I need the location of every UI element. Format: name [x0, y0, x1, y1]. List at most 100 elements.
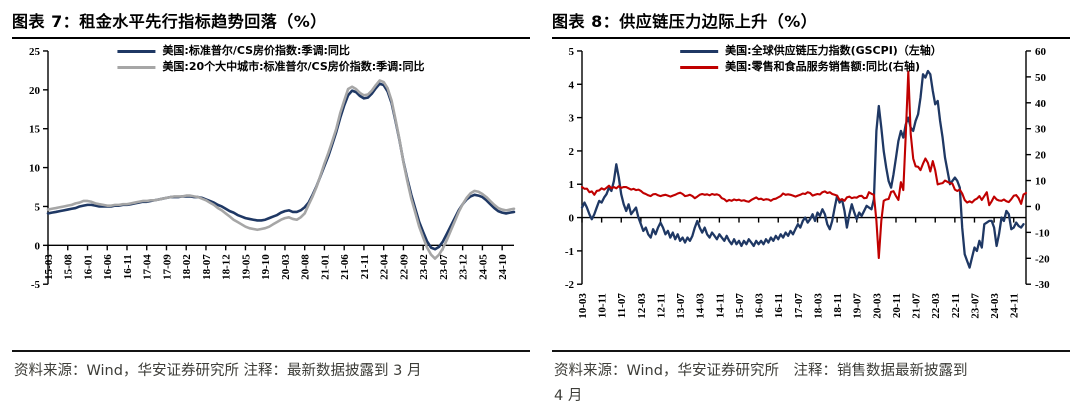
svg-text:10: 10: [29, 163, 41, 175]
svg-text:23-07: 23-07: [438, 254, 450, 280]
svg-text:17-09: 17-09: [161, 254, 173, 280]
figure8-chart-area: 美国:全球供应链压力指数(GSCPI)（左轴） 美国:零售和食品服务销售额:同比…: [552, 39, 1070, 350]
svg-text:15: 15: [29, 124, 41, 136]
svg-text:10-03: 10-03: [577, 293, 589, 319]
svg-text:20-08: 20-08: [300, 254, 312, 280]
svg-text:15-03: 15-03: [43, 254, 55, 280]
figure8-footer-rule: [552, 350, 1070, 352]
legend-item: 美国:全球供应链压力指数(GSCPI)（左轴）: [680, 43, 942, 59]
figure7-chart-area: 美国:标准普尔/CS房价指数:季调:同比 美国:20个大中城市:标准普尔/CS房…: [12, 39, 530, 350]
legend-label: 美国:零售和食品服务销售额:同比(右轴): [725, 60, 921, 73]
svg-text:19-07: 19-07: [852, 293, 864, 319]
svg-text:16-03: 16-03: [754, 293, 766, 319]
svg-text:23-02: 23-02: [418, 254, 430, 280]
svg-text:17-07: 17-07: [793, 293, 805, 319]
gray-line-swatch: [117, 65, 156, 69]
svg-text:23-07: 23-07: [969, 293, 981, 319]
svg-text:-30: -30: [1035, 279, 1050, 291]
svg-text:20-03: 20-03: [871, 293, 883, 319]
svg-text:-2: -2: [565, 279, 575, 291]
svg-text:16-06: 16-06: [102, 254, 114, 280]
svg-text:22-11: 22-11: [950, 293, 962, 318]
svg-text:-10: -10: [1035, 227, 1050, 239]
svg-text:24-10: 24-10: [497, 254, 509, 280]
figure8-legend: 美国:全球供应链压力指数(GSCPI)（左轴） 美国:零售和食品服务销售额:同比…: [680, 43, 942, 75]
svg-text:24-11: 24-11: [1009, 293, 1021, 318]
svg-text:16-01: 16-01: [82, 254, 94, 280]
svg-text:0: 0: [35, 240, 41, 252]
svg-text:14-11: 14-11: [714, 293, 726, 318]
svg-text:-20: -20: [1035, 253, 1050, 265]
svg-text:50: 50: [1035, 72, 1047, 84]
legend-label: 美国:标准普尔/CS房价指数:季调:同比: [162, 44, 350, 57]
figure8-title-underline: [552, 37, 1070, 39]
svg-text:14-03: 14-03: [695, 293, 707, 319]
svg-text:40: 40: [1035, 98, 1047, 110]
figure8-title: 图表 8：供应链压力边际上升（%）: [552, 12, 818, 31]
legend-label: 美国:20个大中城市:标准普尔/CS房价指数:季调:同比: [162, 60, 425, 73]
svg-text:17-04: 17-04: [142, 254, 154, 280]
svg-text:12-03: 12-03: [636, 293, 648, 319]
svg-text:23-12: 23-12: [458, 254, 470, 280]
svg-text:24-05: 24-05: [477, 254, 489, 280]
svg-text:2: 2: [569, 146, 575, 158]
svg-text:5: 5: [35, 201, 41, 213]
svg-text:21-06: 21-06: [339, 254, 351, 280]
svg-text:21-11: 21-11: [359, 254, 371, 279]
svg-text:22-04: 22-04: [379, 254, 391, 280]
svg-text:19-05: 19-05: [240, 254, 252, 280]
navy-line-swatch: [680, 49, 719, 53]
svg-text:0: 0: [569, 213, 575, 225]
svg-text:12-11: 12-11: [655, 293, 667, 318]
svg-text:4: 4: [569, 79, 575, 91]
svg-text:19-10: 19-10: [260, 254, 272, 280]
svg-text:-5: -5: [31, 279, 41, 291]
svg-text:10-11: 10-11: [597, 293, 609, 318]
legend-item: 美国:20个大中城市:标准普尔/CS房价指数:季调:同比: [117, 59, 425, 75]
svg-text:18-03: 18-03: [812, 293, 824, 319]
figure7-title-underline: [12, 37, 530, 39]
source-text: 4 月: [554, 388, 583, 405]
svg-text:30: 30: [1035, 124, 1047, 136]
svg-text:0: 0: [1035, 201, 1041, 213]
svg-text:-1: -1: [565, 246, 574, 258]
svg-text:22-09: 22-09: [398, 254, 410, 280]
svg-text:3: 3: [569, 113, 575, 125]
svg-text:22-03: 22-03: [930, 293, 942, 319]
svg-text:18-11: 18-11: [832, 293, 844, 318]
figure8-panel: 图表 8：供应链压力边际上升（%） 美国:全球供应链压力指数(GSCPI)（左轴…: [540, 0, 1080, 417]
svg-text:24-03: 24-03: [989, 293, 1001, 319]
legend-label: 美国:全球供应链压力指数(GSCPI)（左轴）: [725, 44, 942, 57]
source-text: 资料来源：Wind，华安证券研究所 注释：最新数据披露到 3 月: [14, 363, 422, 379]
figure7-line-chart: -5 0 5 10 15 20 25 15-03 15-08 16-01 16-06 16-11 17-…: [29, 46, 516, 291]
figure8-source-note: 资料来源：Wind，华安证券研究所 注释：销售数据最新披露到 4 月: [552, 352, 1070, 417]
source-text: 资料来源：Wind，华安证券研究所 注释：销售数据最新披露到: [554, 363, 968, 379]
svg-text:16-11: 16-11: [773, 293, 785, 318]
svg-text:18-02: 18-02: [181, 254, 193, 280]
svg-text:20: 20: [1035, 150, 1047, 162]
svg-text:11-07: 11-07: [616, 293, 628, 318]
figure7-title: 图表 7：租金水平先行指标趋势回落（%）: [12, 12, 327, 31]
svg-text:10: 10: [1035, 176, 1047, 188]
svg-text:21-07: 21-07: [911, 293, 923, 319]
svg-text:20: 20: [29, 85, 41, 97]
svg-text:15-07: 15-07: [734, 293, 746, 319]
svg-text:25: 25: [29, 46, 41, 58]
svg-text:20-11: 20-11: [891, 293, 903, 318]
navy-line-swatch: [117, 49, 156, 53]
svg-text:13-07: 13-07: [675, 293, 687, 319]
svg-text:16-11: 16-11: [122, 254, 134, 279]
red-line-swatch: [680, 65, 719, 69]
svg-text:60: 60: [1035, 46, 1047, 58]
figure7-footer-rule: [12, 350, 530, 352]
svg-text:15-08: 15-08: [63, 254, 75, 280]
svg-text:18-07: 18-07: [201, 254, 213, 280]
legend-item: 美国:标准普尔/CS房价指数:季调:同比: [117, 43, 424, 59]
svg-text:18-12: 18-12: [221, 254, 233, 280]
svg-text:5: 5: [569, 46, 575, 58]
svg-text:21-01: 21-01: [319, 254, 331, 280]
legend-item: 美国:零售和食品服务销售额:同比(右轴): [680, 59, 942, 75]
figure7-legend: 美国:标准普尔/CS房价指数:季调:同比 美国:20个大中城市:标准普尔/CS房…: [117, 43, 425, 75]
